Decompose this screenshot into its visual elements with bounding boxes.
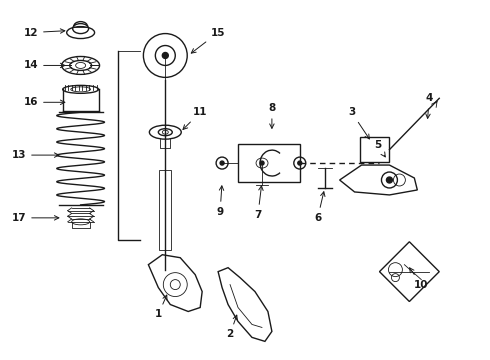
Text: 1: 1 bbox=[155, 295, 167, 319]
Circle shape bbox=[387, 177, 392, 183]
Text: 7: 7 bbox=[254, 186, 263, 220]
Bar bbox=[238, 144, 300, 182]
Text: 5: 5 bbox=[374, 140, 385, 157]
Text: 15: 15 bbox=[191, 28, 225, 53]
Text: 3: 3 bbox=[348, 107, 369, 139]
Text: 14: 14 bbox=[24, 60, 65, 71]
Circle shape bbox=[298, 161, 302, 165]
Text: 12: 12 bbox=[24, 28, 65, 37]
Text: 6: 6 bbox=[314, 192, 325, 223]
Text: 17: 17 bbox=[12, 213, 59, 223]
Bar bbox=[159, 170, 171, 250]
Text: 8: 8 bbox=[268, 103, 275, 128]
Circle shape bbox=[220, 161, 224, 165]
Text: 2: 2 bbox=[226, 315, 237, 339]
Text: 13: 13 bbox=[12, 150, 59, 160]
Bar bbox=[360, 137, 390, 162]
Circle shape bbox=[162, 53, 168, 58]
Text: 11: 11 bbox=[183, 107, 207, 130]
Text: 10: 10 bbox=[410, 268, 429, 289]
Text: 9: 9 bbox=[217, 186, 224, 217]
Text: 4: 4 bbox=[426, 93, 433, 118]
Circle shape bbox=[260, 161, 264, 165]
Text: 16: 16 bbox=[24, 97, 65, 107]
